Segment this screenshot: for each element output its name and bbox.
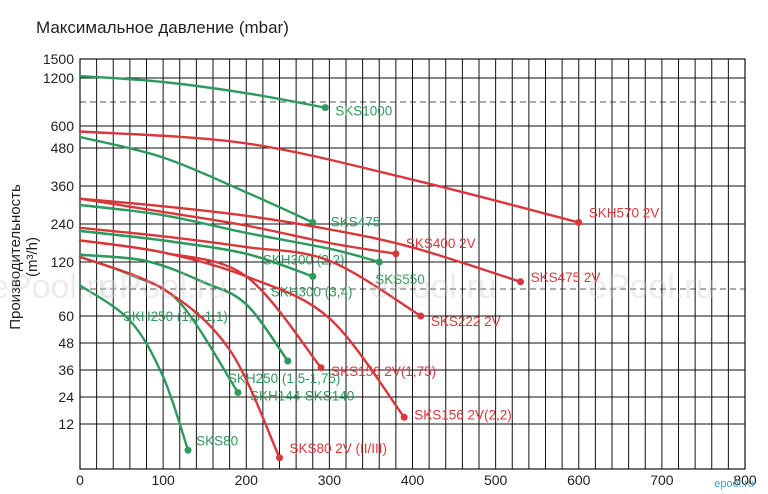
series-label: SKH250 (1,3-1,1) (123, 309, 228, 324)
series-line (78, 255, 240, 394)
y-axis-label: Производительность (m³/h) (7, 184, 41, 330)
series-line (78, 130, 580, 224)
series-label: SKS222 2V (431, 314, 501, 329)
series-end-point (517, 278, 525, 286)
series-label: SKS475 2V (531, 270, 601, 285)
x-tick-label: 800 (733, 472, 757, 488)
y-tick-label: 600 (51, 118, 75, 134)
series-label: SKS80 (196, 433, 238, 448)
series-label: SKH300 (2,2) (263, 252, 345, 267)
y-tick-label: 48 (58, 335, 74, 351)
x-tick-label: 500 (484, 472, 508, 488)
site-logo: epool.ru (714, 478, 754, 490)
series-end-point (400, 413, 408, 421)
series-line (78, 229, 314, 278)
series-line (78, 284, 190, 452)
series-end-point (317, 364, 325, 372)
series-label: SKS156 2V(1,75) (331, 364, 436, 379)
series-line (78, 226, 423, 318)
series-line (78, 197, 522, 283)
y-tick-label: 36 (58, 362, 74, 378)
series-label: SKS80 2V (II/III) (290, 441, 388, 456)
series-end-point (276, 454, 283, 462)
series-end-point (234, 389, 242, 396)
series-end-point (417, 312, 425, 320)
x-tick-label: 400 (401, 472, 425, 488)
y-tick-label: 1500 (43, 51, 74, 67)
series-end-point (309, 218, 317, 226)
y-tick-label: 360 (51, 178, 75, 194)
series-line (78, 255, 281, 459)
series-end-point (375, 258, 383, 266)
series-end-point (392, 250, 400, 258)
y-tick-label: 60 (58, 308, 74, 324)
series-label: SKH250 (1,5-1,75) (228, 371, 341, 386)
y-tick-label: 120 (51, 254, 75, 270)
y-tick-label: 1200 (43, 70, 74, 86)
series-label: SKH570 2V (589, 205, 660, 220)
x-tick-label: 200 (235, 472, 259, 488)
y-tick-label: 480 (51, 140, 75, 156)
series-line (78, 253, 290, 363)
chart-title: Максимальное давление (mbar) (36, 18, 289, 37)
x-tick-label: 300 (318, 472, 342, 488)
plot-frame (79, 58, 746, 470)
series-end-point (284, 357, 292, 365)
y-tick-label: 240 (51, 216, 75, 232)
series-line (78, 135, 314, 224)
y-tick-label: 24 (58, 389, 74, 405)
series-end-point (321, 104, 329, 112)
series-label: SKH144-SKS140 (250, 389, 354, 404)
series-label: SKH300 (3,4) (271, 284, 353, 299)
series-label: SKS550 (375, 272, 425, 287)
series-line (78, 239, 406, 419)
series-line (78, 197, 398, 255)
series-end-point (184, 446, 192, 454)
series-end-point (575, 218, 583, 226)
x-tick-label: 0 (76, 472, 84, 488)
x-tick-label: 100 (151, 472, 175, 488)
series-end-point (309, 272, 317, 280)
series-label: SKS475 (331, 214, 381, 229)
x-tick-label: 600 (567, 472, 591, 488)
series-line (78, 203, 381, 264)
series-line (78, 74, 327, 109)
series-label: SKS156 2V(2,2) (414, 407, 512, 422)
x-tick-label: 700 (650, 472, 674, 488)
y-tick-label: 12 (58, 416, 74, 432)
series-label: SKS1000 (335, 104, 392, 119)
series-label: SKS400 2V (406, 236, 476, 251)
